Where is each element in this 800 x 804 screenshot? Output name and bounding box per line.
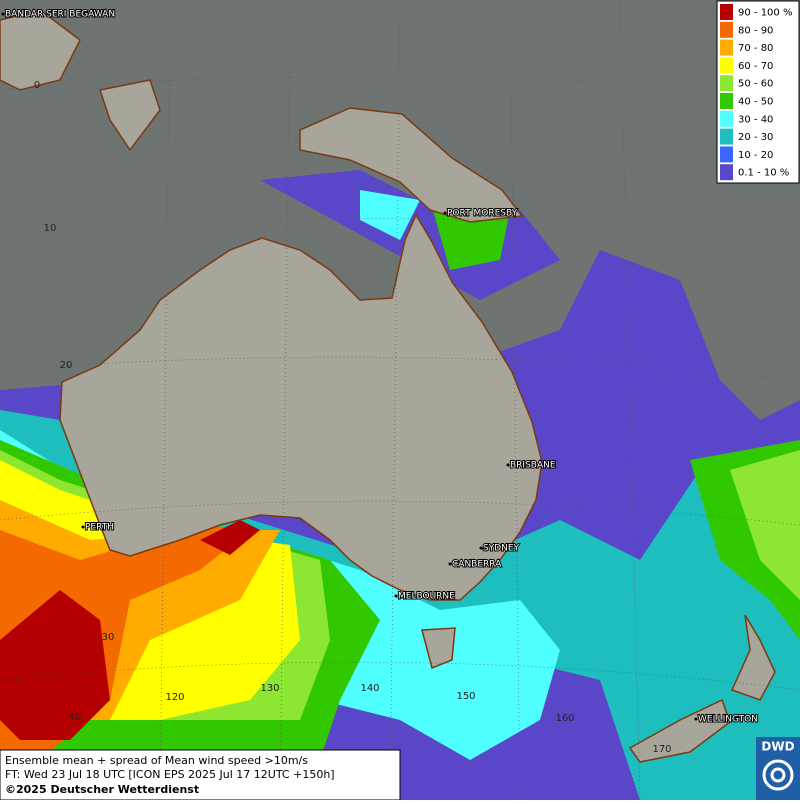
- city-dot: [81, 525, 85, 529]
- city-label: PERTH: [85, 523, 114, 533]
- logo-text: DWD: [761, 740, 794, 754]
- legend-label: 60 - 70: [738, 61, 773, 72]
- city-dot: [394, 594, 398, 598]
- legend-label: 20 - 30: [738, 132, 773, 143]
- legend-swatch: [720, 128, 733, 145]
- legend-label: 10 - 20: [738, 150, 773, 161]
- longitude-label: 170: [652, 744, 671, 755]
- longitude-label: 130: [260, 683, 279, 694]
- legend-swatch: [720, 57, 733, 74]
- city-dot: [443, 211, 447, 215]
- city-label: CANBERRA: [452, 560, 502, 570]
- logo-icon: [770, 767, 786, 783]
- legend-label: 50 - 60: [738, 79, 773, 90]
- labels: BANDAR SERI BEGAWAN PORT MORESBY BRISBANE P…: [1, 9, 759, 755]
- city-label: MELBOURNE: [398, 592, 455, 602]
- land: [0, 9, 776, 763]
- footer-line: Ensemble mean + spread of Mean wind spee…: [5, 754, 308, 767]
- city-dot: [448, 562, 452, 566]
- latitude-label: 30: [102, 632, 115, 643]
- latitude-label: 40: [69, 712, 82, 723]
- legend-label: 70 - 80: [738, 43, 773, 54]
- city-label: BANDAR SERI BEGAWAN: [5, 10, 115, 20]
- legend-swatch: [720, 164, 733, 181]
- city-label: WELLINGTON: [698, 715, 758, 725]
- legend-label: 40 - 50: [738, 97, 773, 108]
- legend-label: 90 - 100 %: [738, 8, 792, 19]
- legend-swatch: [720, 4, 733, 20]
- legend-swatch: [720, 75, 733, 92]
- legend-label: 80 - 90: [738, 25, 773, 36]
- legend-swatch: [720, 39, 733, 56]
- legend: 90 - 100 % 80 - 90 70 - 80 60 - 70 50 - 60 40…: [720, 4, 792, 181]
- legend-swatch: [720, 93, 733, 109]
- footer-line: FT: Wed 23 Jul 18 UTC [ICON EPS 2025 Jul…: [5, 768, 335, 781]
- city-label: SYDNEY: [483, 544, 520, 554]
- legend-label: 30 - 40: [738, 114, 773, 125]
- city-dot: [479, 546, 483, 550]
- legend-swatch: [720, 21, 733, 38]
- city-dot: [506, 463, 510, 467]
- footer-line: ©2025 Deutscher Wetterdienst: [5, 783, 199, 796]
- city-label: PORT MORESBY: [447, 209, 518, 219]
- legend-swatch: [720, 110, 733, 127]
- legend-swatch: [720, 146, 733, 163]
- city-dot: [694, 717, 698, 721]
- legend-label: 0.1 - 10 %: [738, 168, 789, 179]
- logo-icon: [762, 759, 794, 791]
- longitude-label: 120: [165, 692, 184, 703]
- city-dot: [1, 12, 5, 16]
- footer-box: [0, 749, 401, 801]
- latitude-label: 10: [44, 223, 57, 234]
- longitude-label: 150: [456, 691, 475, 702]
- longitude-label: 140: [360, 683, 379, 694]
- latitude-label: 20: [60, 360, 73, 371]
- longitude-label: 160: [555, 713, 574, 724]
- latitude-label: 0: [34, 80, 40, 91]
- city-label: BRISBANE: [510, 461, 556, 471]
